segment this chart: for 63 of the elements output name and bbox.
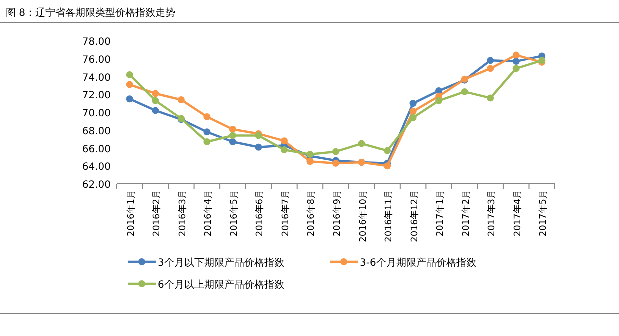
y-tick-label: 76.00: [82, 54, 111, 66]
point: [126, 71, 134, 78]
point: [306, 158, 314, 166]
point: [436, 97, 443, 104]
point: [204, 128, 211, 136]
point: [152, 97, 160, 104]
point: [410, 108, 417, 116]
point: [229, 126, 236, 133]
point: [512, 65, 520, 72]
point: [332, 148, 340, 156]
legend-label: 6个月以上期限产品价格指数: [158, 279, 284, 291]
point: [229, 132, 236, 140]
point: [512, 58, 520, 66]
y-tick-label: 68.00: [82, 126, 111, 138]
point: [255, 144, 262, 151]
x-tick-label: 2016年12月: [409, 190, 420, 242]
point: [487, 65, 494, 72]
chart-title: 图 8：辽宁省各期限类型价格指数走势: [6, 7, 176, 19]
y-tick-label: 66.00: [82, 144, 111, 156]
x-tick-label: 2017年4月: [512, 190, 524, 237]
y-tick-label: 78.00: [82, 37, 111, 48]
x-tick-label: 2016年10月: [358, 190, 369, 242]
x-tick-label: 2016年9月: [332, 190, 343, 237]
point: [410, 114, 417, 122]
point: [384, 162, 392, 170]
x-tick-label: 2016年8月: [306, 190, 318, 237]
x-tick-label: 2016年7月: [280, 190, 292, 237]
legend-label: 3-6个月期限产品价格指数: [360, 257, 476, 269]
point: [332, 160, 340, 167]
x-tick-label: 2017年5月: [538, 190, 550, 237]
x-tick-label: 2016年5月: [228, 190, 240, 237]
y-tick-label: 62.00: [82, 180, 111, 191]
point: [512, 52, 520, 59]
y-tick-label: 74.00: [82, 72, 111, 84]
point: [204, 113, 211, 120]
x-tick-label: 2016年6月: [254, 190, 266, 237]
x-tick-label: 2016年11月: [384, 190, 395, 242]
point: [358, 140, 366, 148]
point: [178, 96, 185, 104]
point: [487, 57, 494, 64]
point: [487, 94, 494, 102]
point: [280, 146, 288, 154]
y-tick-label: 70.00: [82, 108, 111, 120]
x-tick-label: 2016年1月: [126, 190, 137, 237]
point: [204, 138, 211, 146]
x-tick-label: 2016年2月: [152, 190, 163, 237]
point: [461, 88, 468, 96]
y-tick-label: 64.00: [82, 162, 111, 174]
x-tick-label: 2016年3月: [177, 190, 188, 237]
x-tick-label: 2017年1月: [435, 190, 446, 237]
legend-label: 3个月以下期限产品价格指数: [158, 257, 284, 269]
point: [126, 81, 134, 88]
y-tick-label: 72.00: [82, 90, 111, 102]
point: [126, 96, 134, 103]
point: [229, 138, 236, 146]
point: [152, 90, 160, 98]
point: [410, 100, 417, 108]
point: [280, 138, 288, 145]
point: [384, 147, 392, 154]
x-tick-label: 2017年2月: [460, 190, 472, 237]
x-tick-label: 2017年3月: [486, 190, 498, 237]
point: [152, 107, 160, 114]
x-tick-label: 2016年4月: [203, 190, 214, 237]
